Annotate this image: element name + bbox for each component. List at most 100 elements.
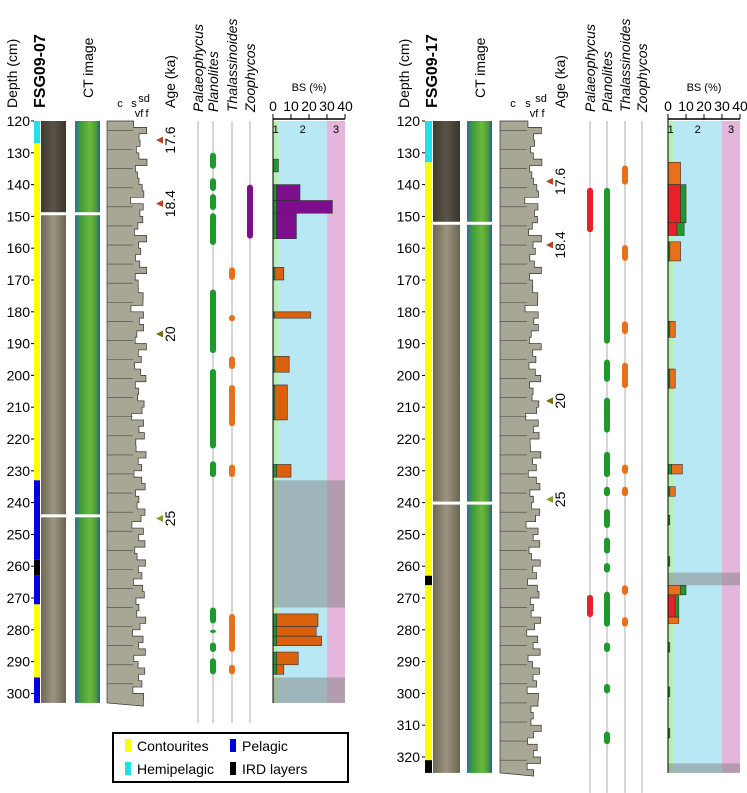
bs-zone bbox=[722, 121, 740, 773]
bs-bar bbox=[667, 184, 681, 224]
depth-tick-label: 260 bbox=[397, 558, 421, 574]
core-photo bbox=[433, 121, 460, 223]
ichno-interval bbox=[210, 461, 216, 478]
ichno-interval bbox=[604, 508, 610, 529]
bs-bar bbox=[272, 464, 277, 478]
bs-title: BS (%) bbox=[292, 82, 327, 94]
depth-tick-label: 150 bbox=[7, 208, 31, 224]
depth-tick-label: 240 bbox=[7, 495, 31, 511]
depth-tick-label: 280 bbox=[397, 622, 421, 638]
ichno-interval bbox=[587, 187, 593, 233]
bs-tick-label: 10 bbox=[678, 98, 694, 114]
bs-bar bbox=[676, 222, 685, 236]
grain-size-label: sd bbox=[535, 93, 547, 105]
bs-tick-label: 10 bbox=[283, 98, 299, 114]
depth-tick-label: 230 bbox=[7, 463, 31, 479]
ird-overlay bbox=[668, 572, 740, 586]
grain-size-label: c bbox=[510, 98, 516, 110]
bs-bar bbox=[667, 594, 676, 618]
core-photo bbox=[41, 213, 66, 703]
grain-size-label: f bbox=[541, 108, 545, 120]
depth-tick-label: 120 bbox=[397, 113, 421, 129]
structure-unit bbox=[425, 760, 432, 773]
depth-tick-label: 200 bbox=[7, 367, 31, 383]
bs-bar bbox=[276, 626, 317, 637]
ichno-interval bbox=[622, 486, 628, 497]
age-marker bbox=[546, 177, 553, 185]
bs-tick-label: 20 bbox=[696, 98, 712, 114]
grain-size-label: vf bbox=[530, 108, 540, 120]
bs-bar bbox=[272, 613, 277, 627]
legend-swatch bbox=[125, 762, 131, 775]
zone-label: 3 bbox=[333, 124, 339, 136]
structure-unit bbox=[34, 604, 40, 678]
ichno-interval bbox=[247, 184, 253, 239]
depth-tick-label: 160 bbox=[397, 240, 421, 256]
ichno-interval bbox=[604, 187, 610, 344]
bs-bar bbox=[276, 613, 319, 627]
bs-bar bbox=[667, 162, 681, 185]
depth-tick-label: 300 bbox=[397, 685, 421, 701]
core-photo bbox=[41, 121, 66, 214]
structure-unit bbox=[34, 575, 40, 605]
bs-bar bbox=[680, 184, 687, 224]
ichno-name: Planolites bbox=[205, 51, 221, 112]
grain-size-label: c bbox=[117, 98, 123, 110]
ichno-interval bbox=[604, 397, 610, 433]
ichno-name: Planolites bbox=[599, 51, 615, 112]
depth-tick-label: 230 bbox=[397, 463, 421, 479]
grain-size-label: vf bbox=[135, 108, 145, 120]
depth-tick-label: 290 bbox=[7, 654, 31, 670]
structure-unit bbox=[34, 559, 40, 576]
ichno-interval bbox=[604, 591, 610, 627]
bs-bar bbox=[674, 594, 680, 618]
age-marker bbox=[156, 515, 163, 522]
core-name: FSG09-17 bbox=[424, 34, 441, 108]
depth-tick-label: 260 bbox=[7, 558, 31, 574]
ichno-interval bbox=[622, 585, 628, 595]
ichno-name: Zoophycos bbox=[242, 44, 258, 113]
structure-unit bbox=[425, 162, 432, 576]
depth-tick-label: 180 bbox=[7, 304, 31, 320]
ichno-interval bbox=[604, 537, 610, 554]
ichno-interval bbox=[229, 464, 235, 478]
bs-bar bbox=[276, 664, 285, 675]
ichno-interval bbox=[622, 464, 628, 474]
age-label: 18.4 bbox=[162, 190, 178, 217]
structure-unit bbox=[34, 480, 40, 560]
grain-size-label: s bbox=[131, 98, 137, 110]
depth-tick-label: 190 bbox=[7, 336, 31, 352]
depth-tick-label: 300 bbox=[7, 685, 31, 701]
age-marker bbox=[546, 241, 553, 249]
ichno-name: Thalassinoides bbox=[617, 19, 633, 112]
depth-tick-label: 220 bbox=[397, 431, 421, 447]
bs-bar bbox=[274, 356, 290, 373]
bs-bar bbox=[272, 158, 279, 173]
legend-swatch bbox=[125, 739, 131, 752]
age-label: 18.4 bbox=[552, 231, 568, 258]
depth-axis-title: Depth (cm) bbox=[4, 39, 20, 108]
grain-size-label: f bbox=[145, 108, 149, 120]
bs-tick-label: 0 bbox=[664, 98, 672, 114]
depth-tick-label: 280 bbox=[7, 622, 31, 638]
core-gap bbox=[41, 514, 100, 518]
ichno-interval bbox=[622, 321, 628, 335]
bs-tick-label: 30 bbox=[714, 98, 730, 114]
ichno-interval bbox=[587, 594, 593, 618]
structure-unit bbox=[425, 575, 432, 586]
zone-label: 2 bbox=[300, 124, 306, 136]
ichno-interval bbox=[229, 314, 235, 322]
ichno-interval bbox=[604, 486, 610, 497]
zone-label: 1 bbox=[273, 124, 279, 136]
bs-title: BS (%) bbox=[687, 82, 722, 94]
grain-size-label: sd bbox=[138, 93, 150, 105]
ct-image bbox=[467, 121, 492, 773]
bs-bar bbox=[276, 184, 301, 201]
ichno-interval bbox=[210, 152, 216, 169]
age-title: Age (ka) bbox=[552, 55, 568, 108]
ichno-name: Thalassinoides bbox=[224, 19, 240, 112]
ichno-interval bbox=[210, 642, 216, 653]
ichno-interval bbox=[210, 194, 216, 211]
ichno-interval bbox=[604, 563, 610, 573]
